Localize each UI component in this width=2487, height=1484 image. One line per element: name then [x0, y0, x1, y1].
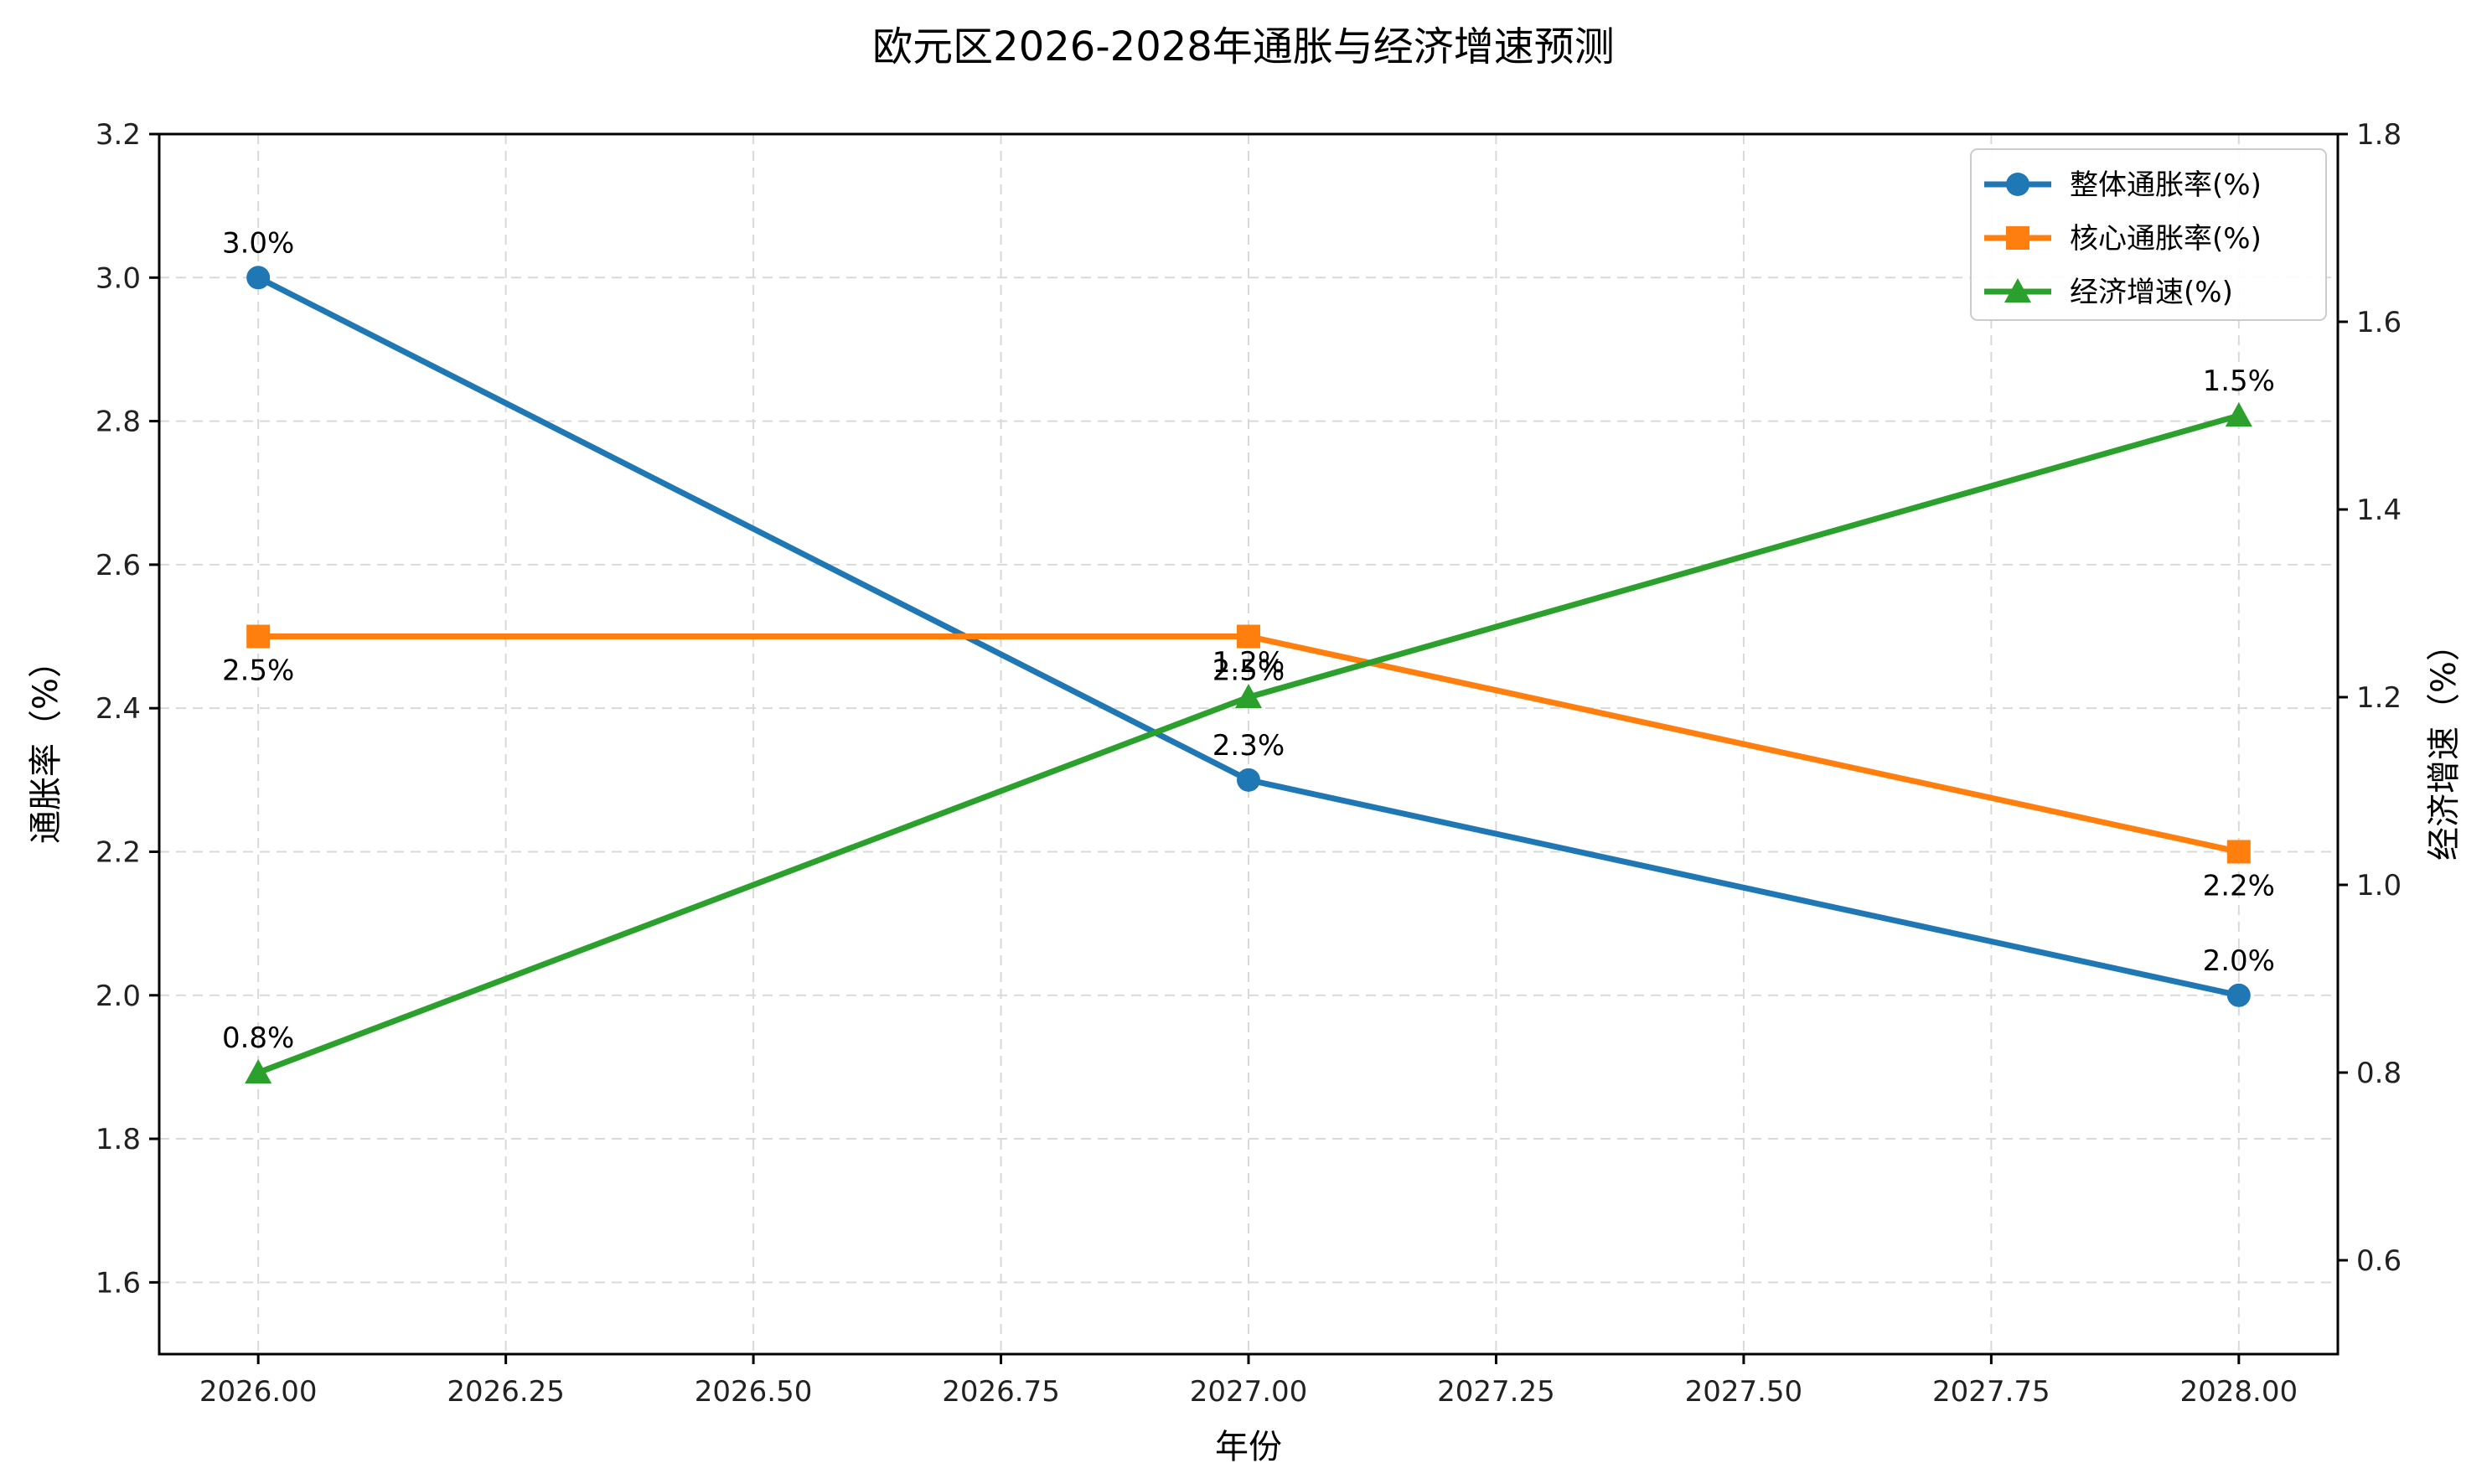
- y-right-tick-label: 1.6: [2356, 306, 2402, 339]
- y-right-tick-label: 1.8: [2356, 118, 2402, 152]
- x-tick-label: 2027.75: [1932, 1375, 2050, 1409]
- y-left-tick-label: 2.0: [96, 980, 141, 1013]
- data-label: 1.2%: [1212, 646, 1285, 680]
- legend-marker: [2004, 278, 2031, 302]
- data-label: 2.0%: [2203, 944, 2275, 978]
- x-tick-label: 2027.00: [1190, 1375, 1308, 1409]
- legend-item: 整体通胀率(%): [1984, 168, 2262, 202]
- series-point: [246, 624, 271, 649]
- series-1: [246, 624, 2251, 864]
- y-right-axis-label: 经济增速（%）: [2425, 628, 2464, 861]
- data-label: 2.5%: [222, 654, 294, 688]
- legend-marker: [2006, 173, 2029, 196]
- x-tick-label: 2027.25: [1437, 1375, 1555, 1409]
- x-tick-label: 2027.50: [1685, 1375, 1803, 1409]
- legend-items: 整体通胀率(%) 核心通胀率(%) 经济增速(%): [1984, 168, 2262, 309]
- y-right-tick-label: 1.0: [2356, 869, 2402, 902]
- y-left-tick-label: 1.8: [96, 1123, 141, 1156]
- y-right-tick-label: 1.2: [2356, 681, 2402, 715]
- y-left-tick-label: 2.6: [96, 549, 141, 582]
- data-label: 2.2%: [2203, 869, 2275, 902]
- legend-label: 经济增速(%): [2070, 276, 2233, 309]
- x-tick-label: 2026.00: [199, 1375, 318, 1409]
- data-label: 3.0%: [222, 226, 294, 260]
- x-axis-ticks: 2026.00 2026.25 2026.50 2026.75 2027.00 2027.…: [199, 1354, 2298, 1409]
- x-tick-label: 2026.50: [695, 1375, 813, 1409]
- legend-item: 核心通胀率(%): [1984, 222, 2262, 256]
- data-label: 2.5%: [1212, 654, 1285, 688]
- data-label-layer: 3.0% 2.3% 2.0% 2.5% 2.5% 2.2% 0.8% 1.2% 1.5%: [222, 226, 2275, 1055]
- y-right-tick-label: 1.4: [2356, 494, 2402, 527]
- y-left-tick-label: 3.0: [96, 261, 141, 295]
- data-label: 1.5%: [2203, 365, 2275, 398]
- y-left-tick-label: 3.2: [96, 118, 141, 152]
- series-point: [2225, 402, 2252, 427]
- series-point: [1237, 768, 1260, 792]
- series-layer: [245, 266, 2252, 1083]
- series-point: [1237, 624, 1260, 649]
- series-point: [246, 266, 271, 290]
- x-tick-label: 2028.00: [2180, 1375, 2298, 1409]
- x-axis-label: 年份: [1215, 1428, 1282, 1466]
- data-label: 2.3%: [1212, 729, 1285, 763]
- chart-title: 欧元区2026-2028年通胀与经济增速预测: [872, 23, 1615, 70]
- legend-item: 经济增速(%): [1984, 276, 2233, 309]
- legend-label: 整体通胀率(%): [2070, 168, 2262, 202]
- y-left-tick-label: 2.4: [96, 692, 141, 726]
- data-label: 0.8%: [222, 1021, 294, 1055]
- series-point: [2226, 983, 2251, 1007]
- legend-marker: [2006, 226, 2029, 250]
- series-0: [246, 266, 2251, 1007]
- series-2: [245, 402, 2252, 1083]
- y-right-tick-label: 0.6: [2356, 1244, 2402, 1278]
- legend-label: 核心通胀率(%): [2070, 222, 2262, 256]
- legend: 整体通胀率(%) 核心通胀率(%) 经济增速(%): [1970, 148, 2327, 321]
- y-right-tick-label: 0.8: [2356, 1057, 2402, 1090]
- y-left-tick-label: 2.2: [96, 835, 141, 869]
- y-left-tick-label: 2.8: [96, 406, 141, 439]
- x-tick-label: 2026.75: [942, 1375, 1060, 1409]
- legend-box: [1970, 148, 2327, 321]
- y-right-axis-ticks: 0.6 0.8 1.0 1.2 1.4 1.6 1.8: [2338, 118, 2402, 1278]
- series-point: [245, 1059, 272, 1083]
- y-left-tick-label: 1.6: [96, 1266, 141, 1300]
- series-point: [1235, 684, 1262, 708]
- x-tick-label: 2026.25: [447, 1375, 565, 1409]
- y-left-axis-ticks: 1.6 1.8 2.0 2.2 2.4 2.6 2.8 3.0 3.2: [96, 118, 159, 1300]
- y-left-axis-label: 通胀率（%）: [27, 644, 65, 844]
- series-point: [2226, 840, 2251, 864]
